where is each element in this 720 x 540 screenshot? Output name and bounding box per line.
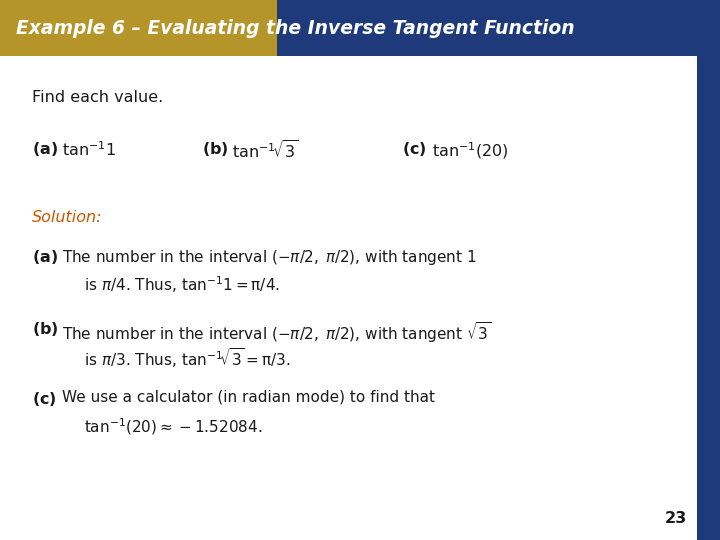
Text: Solution:: Solution: bbox=[32, 210, 102, 225]
Text: We use a calculator (in radian mode) to find that: We use a calculator (in radian mode) to … bbox=[62, 390, 435, 405]
Text: $\bf{(c)}$: $\bf{(c)}$ bbox=[32, 390, 57, 408]
Text: Find each value.: Find each value. bbox=[32, 90, 163, 105]
Text: $\bf{(a)}$: $\bf{(a)}$ bbox=[32, 140, 58, 158]
Text: $\rm{tan}^{-1}\!\sqrt{3}$: $\rm{tan}^{-1}\!\sqrt{3}$ bbox=[232, 140, 298, 162]
Text: Example 6 – Evaluating the Inverse Tangent Function: Example 6 – Evaluating the Inverse Tange… bbox=[16, 18, 575, 37]
Text: $\bf{(a)}$: $\bf{(a)}$ bbox=[32, 248, 58, 266]
Text: is $\pi/4$. Thus, $\rm{tan}^{-1}1 = \pi/4$.: is $\pi/4$. Thus, $\rm{tan}^{-1}1 = \pi/… bbox=[84, 274, 280, 295]
Text: $\rm{tan}^{-1}(20) \approx -1.52084.$: $\rm{tan}^{-1}(20) \approx -1.52084.$ bbox=[84, 416, 262, 437]
Bar bbox=[277, 0, 720, 56]
Bar bbox=[0, 0, 277, 56]
Text: $\bf{(b)}$: $\bf{(b)}$ bbox=[202, 140, 229, 158]
Text: The number in the interval $(-\pi/2,\;\pi/2)$, with tangent $\sqrt{3}$: The number in the interval $(-\pi/2,\;\p… bbox=[62, 320, 491, 345]
Text: 23: 23 bbox=[665, 511, 687, 526]
Text: The number in the interval $(-\pi/2,\;\pi/2)$, with tangent 1: The number in the interval $(-\pi/2,\;\p… bbox=[62, 248, 477, 267]
Bar bbox=[697, 56, 720, 540]
Text: $\bf{(b)}$: $\bf{(b)}$ bbox=[32, 320, 58, 338]
Text: $\rm{tan}^{-1}(20)$: $\rm{tan}^{-1}(20)$ bbox=[432, 140, 509, 161]
Text: $\rm{tan}^{-1}1$: $\rm{tan}^{-1}1$ bbox=[62, 140, 116, 159]
Text: $\bf{(c)}$: $\bf{(c)}$ bbox=[402, 140, 427, 158]
Text: is $\pi/3$. Thus, $\rm{tan}^{-1}\!\sqrt{3} = \pi/3$.: is $\pi/3$. Thus, $\rm{tan}^{-1}\!\sqrt{… bbox=[84, 346, 291, 370]
